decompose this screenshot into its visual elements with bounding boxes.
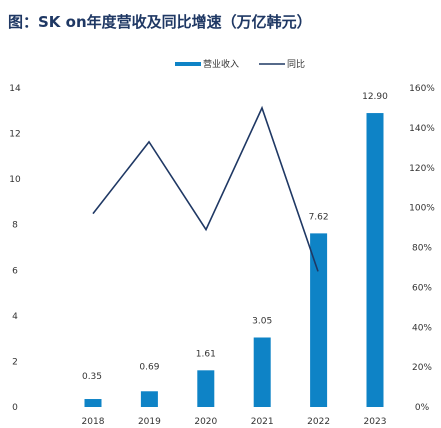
growth-line	[92, 105, 319, 272]
bar-data-label: 1.61	[196, 349, 216, 359]
legend: 营业收入 同比	[175, 58, 305, 70]
left-axis: 0 2 4 6 8 10 12 14	[9, 84, 21, 413]
right-tick-label: 40%	[412, 323, 432, 333]
x-tick-label: 2022	[307, 417, 330, 427]
x-tick-label: 2018	[82, 417, 105, 427]
x-axis: 2018 2019 2020 2021 2022 2023	[82, 417, 387, 427]
bar	[197, 370, 215, 407]
x-tick-label: 2019	[138, 417, 161, 427]
bar	[253, 337, 271, 407]
chart-title: 图：SK on年度营收及同比增速（万亿韩元）	[8, 13, 312, 31]
right-tick-label: 120%	[409, 164, 435, 174]
left-tick-label: 2	[12, 357, 18, 367]
right-tick-label: 80%	[412, 244, 432, 254]
bar-data-label: 3.05	[252, 317, 272, 327]
x-tick-label: 2023	[364, 417, 387, 427]
right-tick-label: 140%	[409, 124, 435, 134]
right-tick-label: 100%	[409, 204, 435, 214]
x-tick-label: 2021	[251, 417, 274, 427]
bar-data-label: 7.62	[309, 212, 329, 222]
bar-data-label: 12.90	[362, 92, 388, 102]
right-tick-label: 0%	[415, 403, 430, 413]
legend-bar-label: 营业收入	[203, 58, 239, 70]
bar-data-label: 0.69	[139, 362, 159, 372]
line-series	[92, 105, 319, 272]
left-tick-label: 12	[9, 130, 20, 140]
bar	[84, 399, 102, 407]
right-axis: 0% 20% 40% 60% 80% 100% 120% 140% 160%	[409, 84, 435, 413]
left-tick-label: 14	[9, 84, 21, 94]
left-tick-label: 6	[12, 266, 18, 276]
left-tick-label: 4	[12, 312, 18, 322]
bar-data-label: 0.35	[82, 372, 102, 382]
legend-bar-swatch	[175, 62, 201, 66]
bar	[366, 113, 384, 408]
right-tick-label: 160%	[409, 84, 435, 94]
left-tick-label: 8	[12, 221, 18, 231]
bar-data-labels: 0.35 0.69 1.61 3.05 7.62 12.90	[82, 92, 388, 382]
left-tick-label: 10	[9, 175, 21, 185]
right-tick-label: 60%	[412, 283, 432, 293]
right-tick-label: 20%	[412, 363, 432, 373]
bar	[140, 391, 158, 407]
bar-series	[84, 113, 384, 408]
legend-line-label: 同比	[287, 58, 305, 70]
x-tick-label: 2020	[194, 417, 217, 427]
bar	[310, 233, 328, 407]
left-tick-label: 0	[12, 403, 18, 413]
